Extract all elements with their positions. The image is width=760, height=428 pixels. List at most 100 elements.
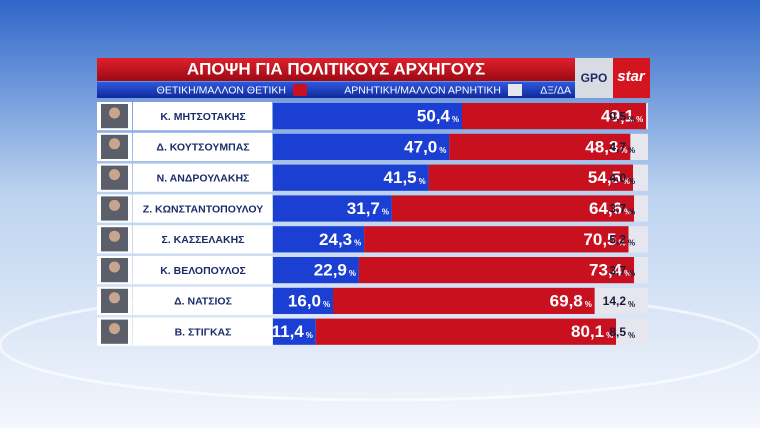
legend: ΘΕΤΙΚΗ/ΜΑΛΛΟΝ ΘΕΤΙΚΗ ΑΡΝΗΤΙΚΗ/ΜΑΛΛΟΝ ΑΡΝΗ… [157,84,571,96]
legend-swatch [508,84,522,96]
chart-title: ΑΠΟΨΗ ΓΙΑ ΠΟΛΙΤΙΚΟΥΣ ΑΡΧΗΓΟΥΣ [187,59,485,78]
category-label: Ν. ΑΝΔΡΟΥΛΑΚΗΣ [157,172,250,184]
legend-bar [97,82,575,98]
bar-segment [273,318,316,345]
bar-segment [273,226,365,253]
unit-label: % [620,146,627,155]
bar-segment [594,287,648,314]
unit-label: % [623,177,630,186]
name-plate [133,132,272,161]
unit-label: % [323,300,330,309]
name-plate [133,102,272,131]
unit-label: % [624,208,631,217]
value-label: 3,7 [609,263,626,277]
legend-label: ΘΕΤΙΚΗ/ΜΑΛΛΟΝ ΘΕΤΙΚΗ [157,84,286,96]
unit-label: % [628,146,635,155]
name-plate [133,317,272,346]
value-label: 64,6 [589,199,622,218]
value-label: 22,9 [314,261,347,280]
bar-segment [462,103,647,130]
title-bar [97,58,575,81]
legend-swatch [293,84,307,96]
name-plate [133,163,272,192]
bar-segment [449,133,631,160]
value-label: 24,3 [319,230,352,249]
value-label: 54,5 [588,168,621,187]
bar-segment [273,287,333,314]
value-label: 80,1 [571,322,604,341]
logo-text: star [617,68,646,85]
bar-segment [273,164,429,191]
value-label: 73,4 [589,261,623,280]
photo-face [109,323,120,335]
unit-label: % [628,238,635,247]
bar-segment [646,103,648,130]
category-label: Κ. ΜΗΤΣΟΤΑΚΗΣ [160,111,245,123]
unit-label: % [628,208,635,217]
unit-label: % [628,331,635,340]
bar-segment [634,195,648,222]
unit-label: % [619,238,626,247]
photo-face [109,292,120,304]
value-label: 0,5 [609,109,626,123]
bar-segment [273,133,450,160]
photo-face [109,107,120,119]
category-label: Ζ. ΚΩΝΣΤΑΝΤΟΠΟΥΛΟΥ [143,203,263,215]
unit-label: % [628,115,635,124]
name-plate [133,194,272,223]
value-label: 49,1 [601,107,634,126]
category-label: Κ. ΒΕΛΟΠΟΥΛΟΣ [160,265,246,277]
bar-segment [315,318,617,345]
bar-segment [273,257,359,284]
legend-label: ΔΞ/ΔΑ [540,84,571,96]
photo-face [109,199,120,211]
category-label: Β. ΣΤΙΓΚΑΣ [175,326,232,338]
unit-label: % [636,115,643,124]
unit-label: % [628,177,635,186]
unit-label: % [349,269,356,278]
value-label: 3,7 [609,202,626,216]
bar-segment [633,164,648,191]
category-label: Σ. ΚΑΣΣΕΛΑΚΗΣ [162,234,245,246]
logo-box [575,58,613,98]
photo-face [109,138,120,150]
bar-segment [333,287,595,314]
value-label: 11,4 [272,322,305,341]
bar-segment [628,226,648,253]
photo-face [109,169,120,181]
unit-label: % [624,269,631,278]
bar-segment [428,164,633,191]
value-label: 47,0 [404,137,437,156]
unit-label: % [628,269,635,278]
category-label: Δ. ΚΟΥΤΣΟΥΜΠΑΣ [156,142,249,154]
value-label: 16,0 [288,291,321,310]
value-label: 5,2 [609,232,626,246]
unit-label: % [452,115,459,124]
unit-label: % [382,208,389,217]
photo-face [109,230,120,242]
value-label: 31,7 [347,199,380,218]
plot: Κ. ΜΗΤΣΟΤΑΚΗΣ 50,4% 49,1 %0,5 %Δ. ΚΟΥΤΣΟΥΜΠΑ… [97,102,648,346]
name-plate [133,286,272,315]
bar-segment [634,257,648,284]
bar-segment [630,133,648,160]
value-label: 48,3 [585,137,618,156]
value-label: 8,5 [609,325,626,339]
value-label: 14,2 [603,294,627,308]
photo-face [109,261,120,273]
value-label: 4,0 [609,171,626,185]
bar-segment [358,257,635,284]
name-plate [133,256,272,285]
name-plate [133,225,272,254]
bar-segment [391,195,635,222]
unit-label: % [439,146,446,155]
logo-text: GPO [581,71,608,85]
category-label: Δ. ΝΑΤΣΙΟΣ [174,296,232,308]
bar-segment [616,318,648,345]
logo-box [613,58,650,98]
unit-label: % [354,238,361,247]
value-label: 41,5 [384,168,417,187]
value-label: 69,8 [550,291,583,310]
unit-label: % [585,300,592,309]
